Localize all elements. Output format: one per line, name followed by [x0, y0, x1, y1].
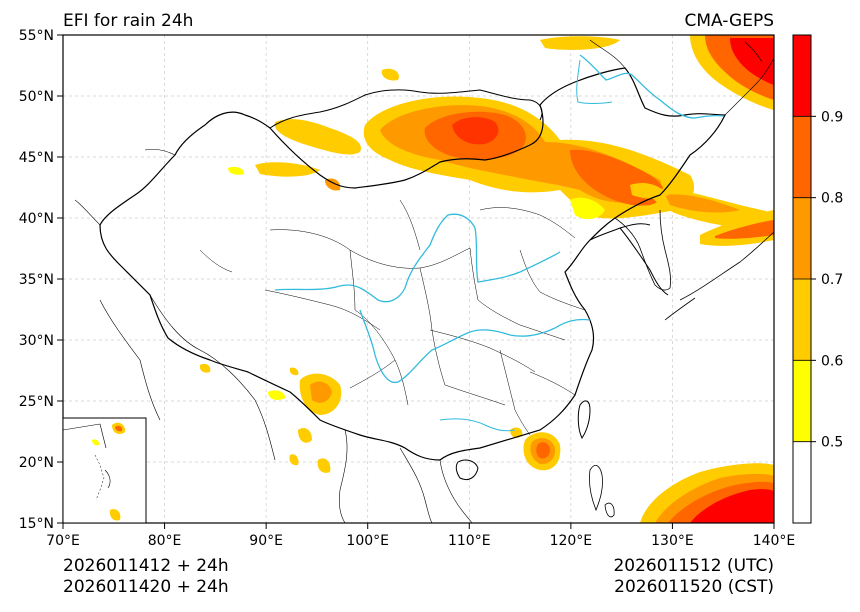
- colorbar-label-3: 0.8: [821, 191, 843, 207]
- efi-area-far-northeast-core: [730, 38, 774, 85]
- efi-area-myanmar-4: [298, 428, 312, 443]
- colorbar-frame: [792, 34, 812, 524]
- central-asia-border: [74, 148, 176, 226]
- province-lines: [199, 199, 586, 436]
- lon-tick-label-6: 130°E: [651, 533, 694, 549]
- geography: [74, 39, 774, 523]
- lon-tick-label-0: 70°E: [46, 533, 80, 549]
- efi-area-north-fragment: [381, 68, 399, 81]
- philippines-outline: [589, 465, 615, 518]
- heilong-river: [579, 54, 725, 119]
- efi-area-scs-core: [536, 442, 550, 459]
- colorbar-segment-2: [793, 279, 811, 361]
- lat-tick-label-6: 45°N: [19, 150, 54, 166]
- efi-area-tibet-fragment: [199, 363, 211, 373]
- efi-area-north-fragment-2: [540, 36, 620, 50]
- lon-tick-label-3: 100°E: [346, 533, 389, 549]
- colorbar: 0.5 0.6 0.7 0.8 0.9: [792, 34, 843, 524]
- valid-time-cst: 2026011520 (CST): [614, 577, 774, 597]
- colorbar-label-4: 0.9: [821, 109, 843, 125]
- colorbar-segment-0: [793, 441, 811, 523]
- efi-area-west-fragment-2: [255, 162, 320, 177]
- efi-area-india-fragment: [289, 454, 299, 466]
- efi-area-pacific-core: [690, 489, 774, 523]
- yellow-river: [274, 213, 561, 303]
- lat-tick-label-3: 30°N: [19, 333, 54, 349]
- efi-shading: [199, 35, 774, 523]
- lon-tick-label-1: 80°E: [148, 533, 182, 549]
- map-title: EFI for rain 24h: [63, 11, 193, 31]
- india-outline: [99, 294, 276, 461]
- colorbar-segment-5: [793, 35, 811, 117]
- korea-outline: [614, 209, 671, 291]
- lon-tick-label-2: 90°E: [249, 533, 283, 549]
- china-border: [99, 67, 726, 461]
- map-axes: 70°E 80°E 90°E 100°E 110°E 120°E 130°E 140°E 15°…: [19, 28, 796, 549]
- lat-tick-label-1: 20°N: [19, 455, 54, 471]
- colorbar-label-0: 0.5: [821, 435, 843, 451]
- colorbar-segment-4: [793, 116, 811, 198]
- indochina-outline: [338, 429, 473, 523]
- lon-tick-label-4: 110°E: [448, 533, 491, 549]
- scs-inset: [62, 417, 147, 524]
- hainan-outline: [455, 459, 479, 481]
- lat-tick-label-0: 15°N: [19, 516, 54, 532]
- efi-area-korea-mid: [665, 194, 740, 213]
- efi-area-west-fragment-1: [274, 119, 361, 155]
- russia-fareast: [589, 39, 774, 116]
- efi-area-dzungar: [325, 178, 341, 191]
- efi-area-west-fragment-3: [228, 166, 245, 175]
- efi-area-japan-core: [715, 220, 774, 239]
- coastline-east: [589, 223, 669, 296]
- lat-tick-label-2: 25°N: [19, 394, 54, 410]
- efi-area-myanmar-3: [268, 390, 286, 400]
- efi-area-sichuan-fragment: [289, 367, 299, 376]
- colorbar-segment-1: [793, 360, 811, 442]
- pearl-river: [439, 418, 516, 432]
- efi-area-myanmar-5: [317, 458, 331, 473]
- colorbar-label-1: 0.6: [821, 353, 843, 369]
- lat-tick-label-5: 40°N: [19, 211, 54, 227]
- colorbar-label-2: 0.7: [821, 272, 843, 288]
- lat-tick-label-4: 35°N: [19, 272, 54, 288]
- japan-outline: [664, 231, 774, 321]
- lon-tick-label-7: 140°E: [753, 533, 796, 549]
- nen-river: [576, 59, 613, 104]
- lat-tick-label-7: 50°N: [19, 89, 54, 105]
- init-time-utc: 2026011412 + 24h: [63, 556, 229, 576]
- mongolia-border: [269, 89, 543, 129]
- lon-tick-label-5: 120°E: [550, 533, 593, 549]
- lat-tick-label-8: 55°N: [19, 28, 54, 44]
- yangtze-river: [359, 309, 591, 384]
- taiwan-outline: [577, 400, 591, 439]
- valid-time-utc: 2026011512 (UTC): [613, 556, 774, 576]
- efi-area-mongolia-core: [452, 117, 499, 145]
- efi-area-neast-coast: [570, 197, 605, 220]
- efi-area-korea-north: [630, 183, 668, 199]
- model-name: CMA-GEPS: [684, 11, 774, 31]
- init-time-cst: 2026011420 + 24h: [63, 577, 229, 597]
- efi-area-myanmar-2: [310, 381, 332, 403]
- colorbar-segment-3: [793, 197, 811, 279]
